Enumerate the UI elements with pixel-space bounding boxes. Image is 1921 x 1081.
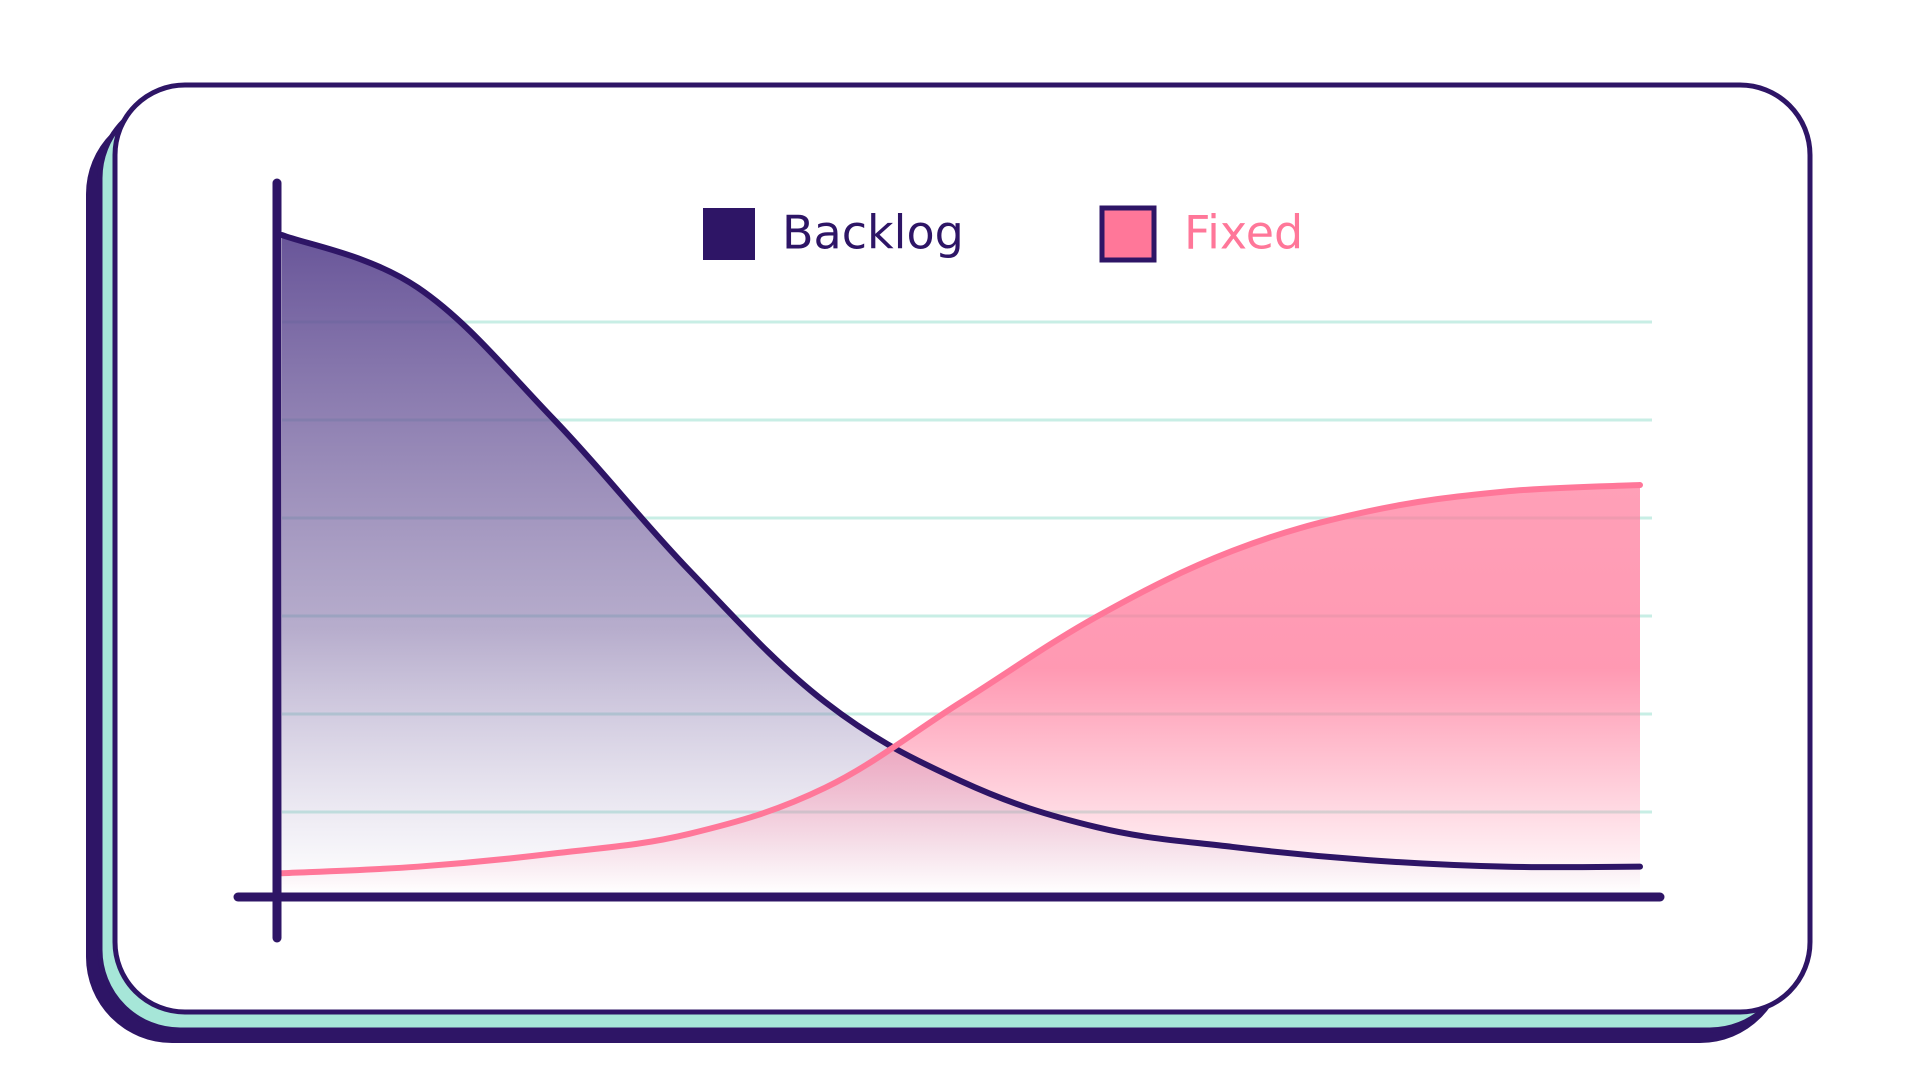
area-backlog [282, 235, 1640, 893]
legend: Backlog Fixed [703, 205, 1303, 263]
legend-item-backlog: Backlog [703, 206, 964, 260]
series-layer [279, 232, 1643, 893]
legend-label-backlog: Backlog [782, 206, 964, 260]
legend-swatch-backlog [703, 208, 755, 260]
line-fixed [279, 482, 1643, 877]
legend-swatch-fixed [1099, 205, 1157, 263]
legend-item-fixed: Fixed [1099, 205, 1303, 263]
line-backlog [279, 232, 1643, 871]
axes [233, 178, 1665, 943]
legend-label-fixed: Fixed [1184, 206, 1303, 260]
area-fixed [282, 485, 1640, 893]
